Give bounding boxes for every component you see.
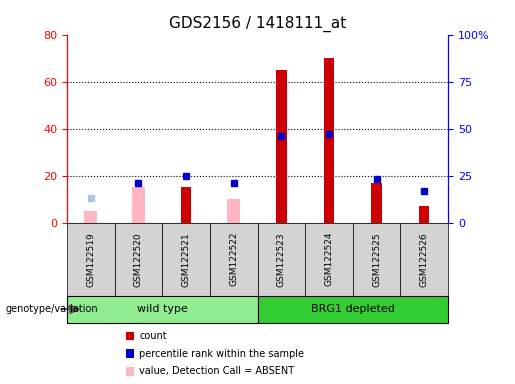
Text: GSM122526: GSM122526 xyxy=(420,232,428,286)
Text: BRG1 depleted: BRG1 depleted xyxy=(311,304,394,314)
Text: GSM122524: GSM122524 xyxy=(324,232,333,286)
Bar xyxy=(371,183,382,223)
Text: GSM122521: GSM122521 xyxy=(182,232,191,286)
Bar xyxy=(227,199,241,223)
Text: value, Detection Call = ABSENT: value, Detection Call = ABSENT xyxy=(139,366,294,376)
Bar xyxy=(181,187,191,223)
Bar xyxy=(276,70,286,223)
Text: GSM122522: GSM122522 xyxy=(229,232,238,286)
Text: genotype/variation: genotype/variation xyxy=(5,304,98,314)
Bar xyxy=(132,187,145,223)
Text: wild type: wild type xyxy=(137,304,187,314)
Bar xyxy=(84,211,97,223)
Bar xyxy=(324,58,334,223)
Text: GSM122525: GSM122525 xyxy=(372,232,381,286)
Text: GSM122519: GSM122519 xyxy=(87,232,95,286)
Text: count: count xyxy=(139,331,167,341)
Text: GDS2156 / 1418111_at: GDS2156 / 1418111_at xyxy=(169,15,346,31)
Bar xyxy=(419,206,430,223)
Text: GSM122520: GSM122520 xyxy=(134,232,143,286)
Text: percentile rank within the sample: percentile rank within the sample xyxy=(139,349,304,359)
Text: GSM122523: GSM122523 xyxy=(277,232,286,286)
